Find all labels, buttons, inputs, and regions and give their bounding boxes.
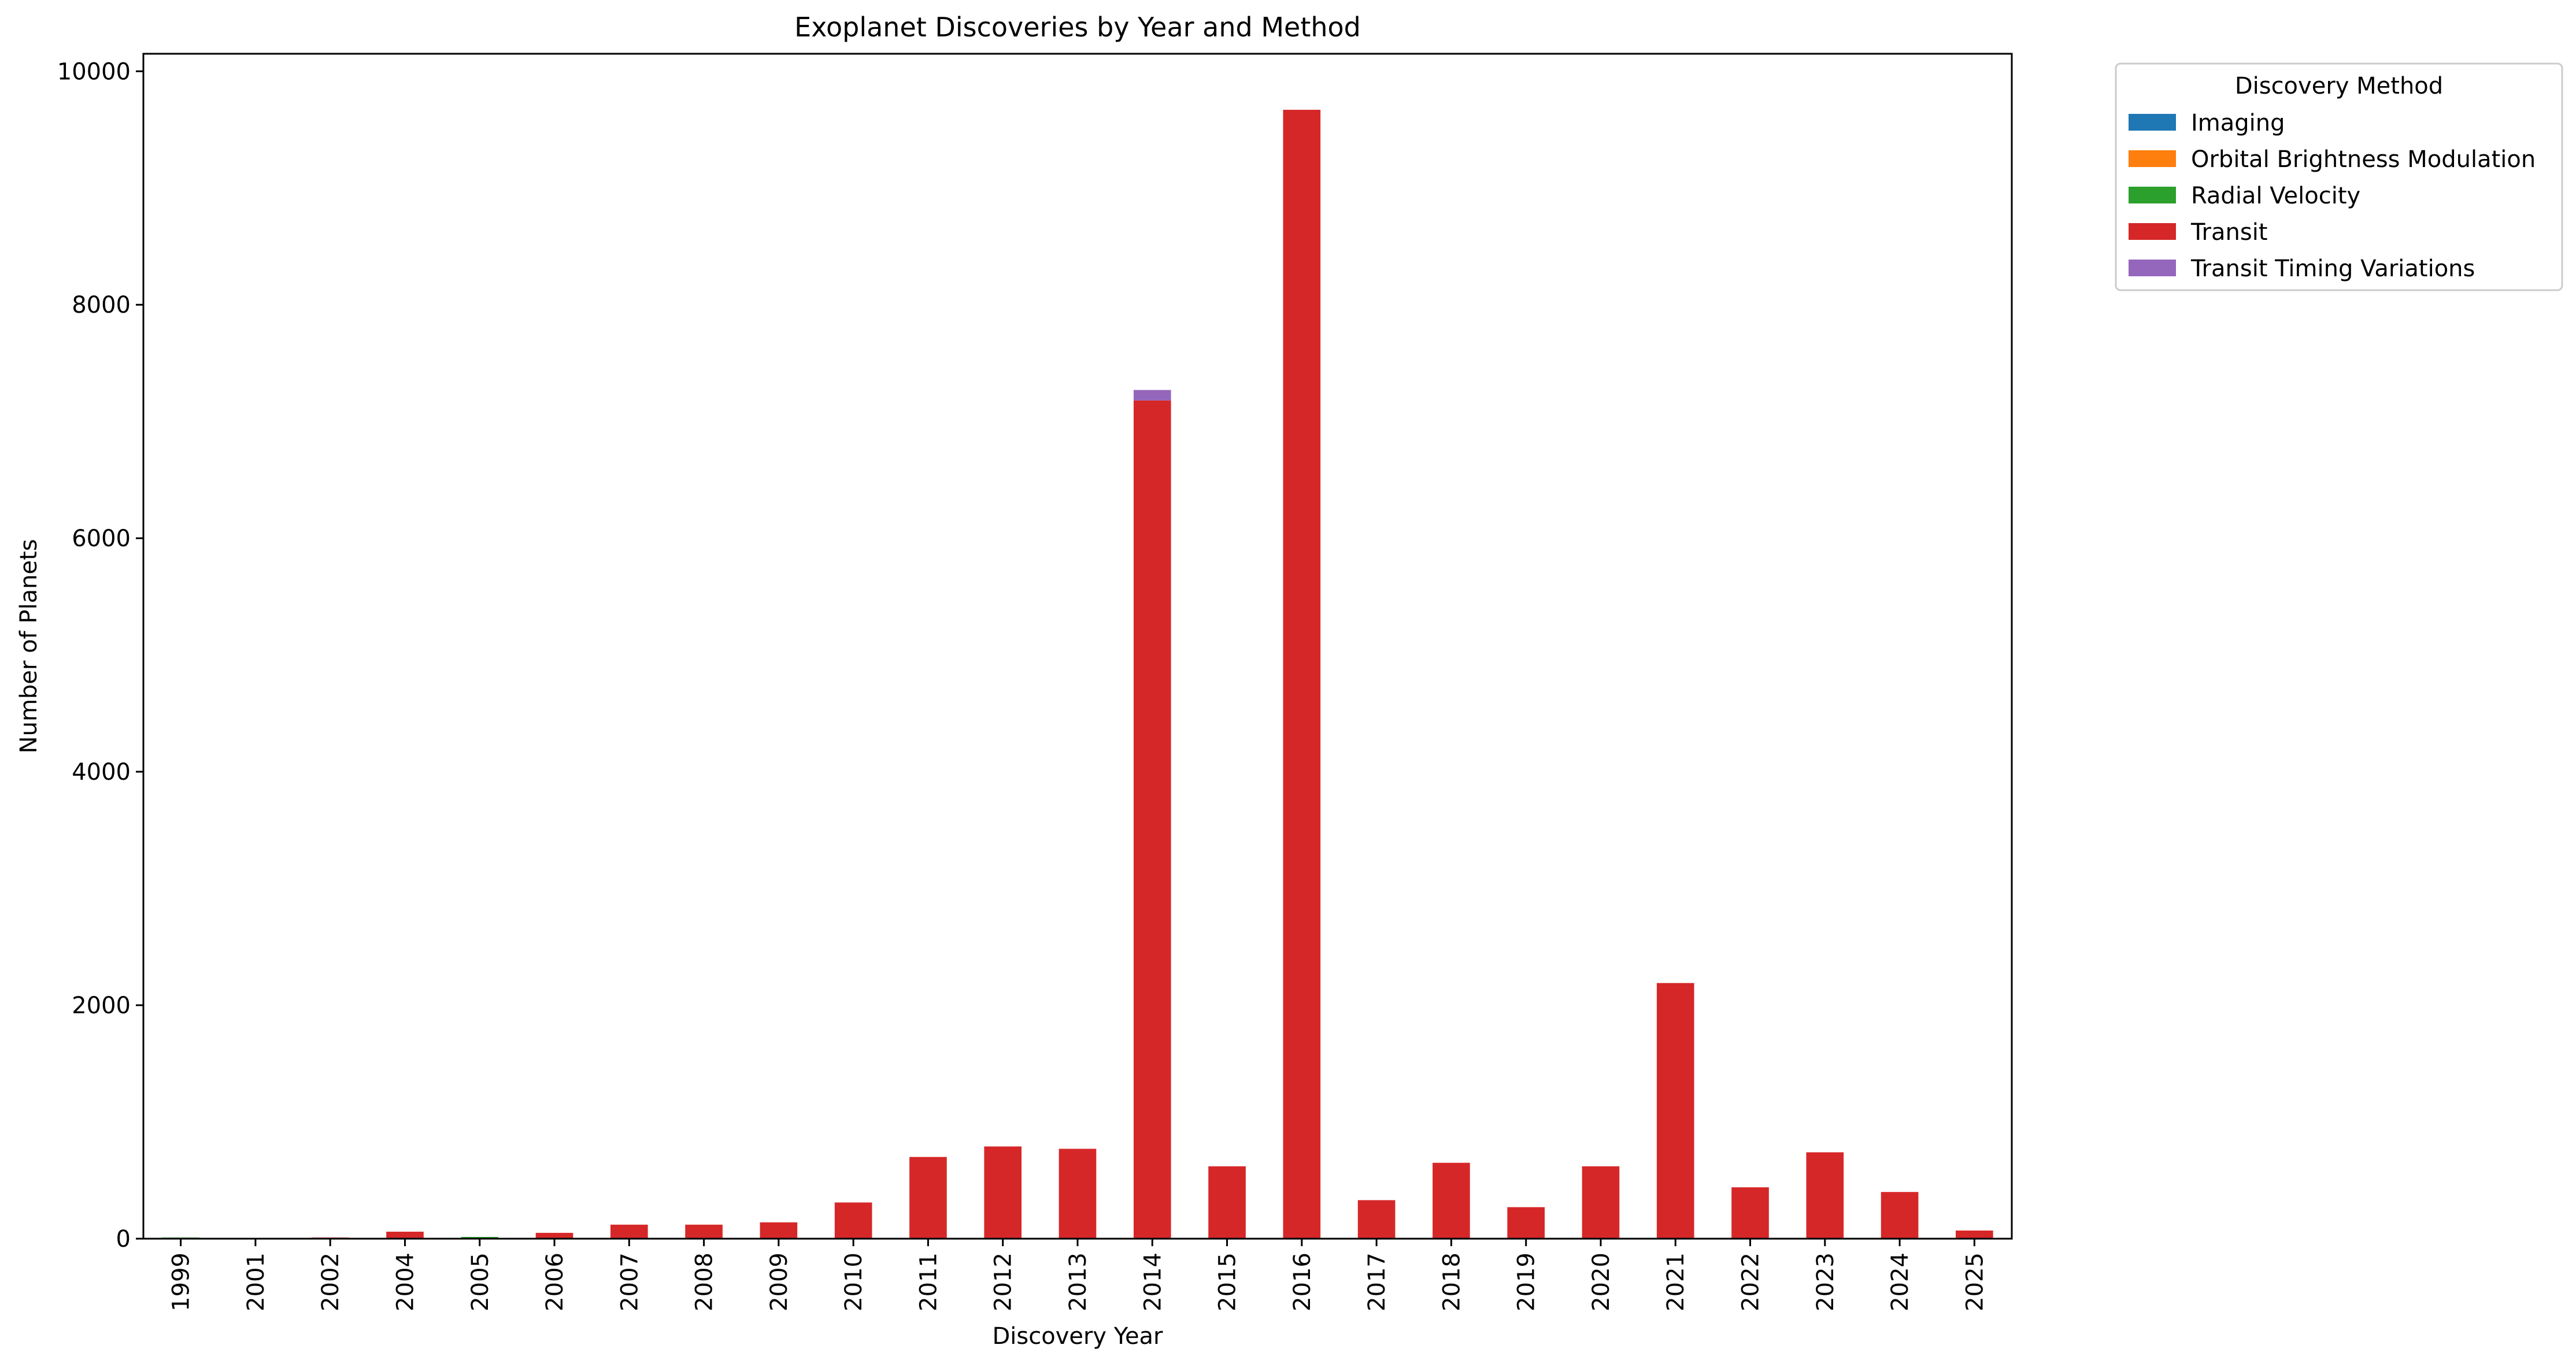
legend-title: Discovery Method [2235,73,2443,99]
x-axis: 1999 2001 2002 2004 2005 2006 2007 2008 2009 2010… [168,1239,1988,1312]
y-tick-label: 4000 [72,759,131,786]
bar-segment [1881,1192,1919,1239]
x-tick-label: 2005 [467,1253,494,1312]
legend-swatch [2129,223,2176,240]
x-tick-label: 2022 [1738,1253,1764,1312]
x-tick-label: 2020 [1588,1253,1615,1312]
bar-segment [1283,109,1321,1239]
bar-segment [1357,1200,1396,1239]
y-tick-label: 10000 [57,58,131,85]
legend-label: Imaging [2191,110,2285,136]
x-tick-label: 2019 [1513,1253,1540,1312]
bar-segment [1956,1230,1993,1239]
x-tick-label: 2013 [1065,1253,1091,1312]
x-tick-label: 2016 [1289,1253,1316,1312]
x-tick-label: 2014 [1139,1253,1166,1312]
x-tick-label: 2018 [1438,1253,1465,1312]
x-tick-label: 2017 [1364,1253,1390,1312]
bar-segment [1656,983,1694,1239]
y-tick-label: 0 [116,1226,131,1253]
bar-segment [461,1236,499,1239]
x-tick-label: 2002 [317,1253,344,1312]
x-tick-label: 1999 [168,1253,195,1312]
x-tick-label: 2008 [691,1253,718,1312]
legend-swatch [2129,260,2176,276]
bar-segment [1433,1162,1470,1239]
bar-segment [1208,1166,1246,1239]
bar-segment [386,1231,424,1239]
x-tick-label: 2023 [1812,1253,1839,1312]
bar-segment [834,1202,872,1239]
bar-segment [1133,400,1171,1239]
y-axis: 0 2000 4000 6000 8000 10000 [57,58,143,1253]
legend-entries: Imaging Orbital Brightness Modulation Radi… [2129,110,2536,282]
bars-group [162,109,1993,1239]
bar-segment [1058,1149,1097,1239]
bar-segment [610,1224,648,1239]
bar-segment [760,1222,798,1239]
x-tick-label: 2010 [841,1253,867,1312]
bar-segment [1806,1152,1844,1239]
bar-segment [1507,1207,1545,1239]
chart-title: Exoplanet Discoveries by Year and Method [794,12,1361,43]
bar-segment [535,1232,573,1239]
x-tick-label: 2015 [1215,1253,1241,1312]
legend-swatch [2129,187,2176,203]
legend-label: Transit Timing Variations [2190,255,2475,282]
x-tick-label: 2012 [990,1253,1017,1312]
legend: Discovery Method Imaging Orbital Brightne… [2115,62,2563,291]
x-tick-label: 2011 [915,1253,942,1312]
y-tick-label: 6000 [72,525,131,552]
bar-segment [1133,390,1171,401]
x-tick-label: 2007 [616,1253,643,1312]
bar-segment [685,1224,723,1239]
legend-swatch [2129,114,2176,131]
x-tick-label: 2024 [1887,1253,1914,1312]
y-tick-label: 8000 [72,292,131,318]
y-tick-label: 2000 [72,992,131,1019]
legend-swatch [2129,150,2176,167]
bar-segment [984,1146,1022,1239]
x-tick-label: 2001 [243,1253,269,1312]
x-tick-label: 2025 [1961,1253,1988,1312]
x-tick-label: 2004 [392,1253,419,1312]
x-tick-label: 2021 [1663,1253,1689,1312]
x-axis-label: Discovery Year [992,1323,1163,1350]
bar-segment [1582,1166,1620,1239]
plot-frame [142,53,2013,1240]
bar-segment [909,1157,947,1239]
legend-label: Transit [2190,219,2268,246]
bar-segment [1731,1187,1769,1239]
legend-label: Orbital Brightness Modulation [2191,146,2536,173]
y-axis-label: Number of Planets [16,539,42,754]
x-tick-label: 2009 [766,1253,793,1312]
legend-frame [2115,62,2563,291]
legend-label: Radial Velocity [2191,183,2360,209]
x-tick-label: 2006 [542,1253,568,1312]
